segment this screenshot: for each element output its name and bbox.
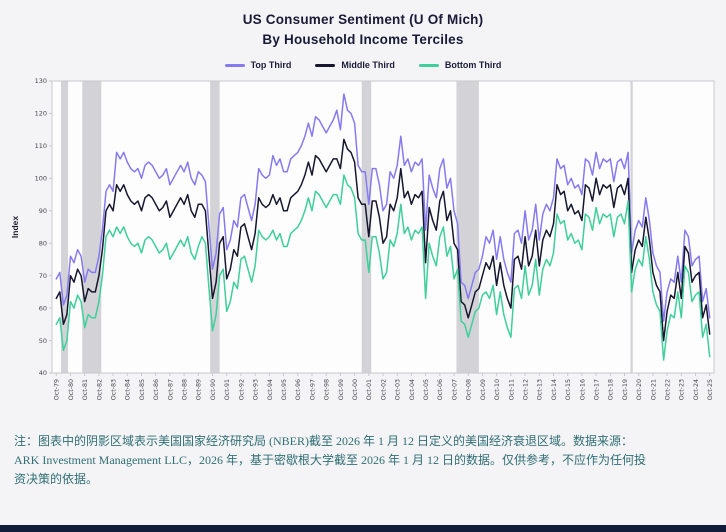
- svg-text:Oct-17: Oct-17: [593, 379, 600, 400]
- svg-text:Oct-89: Oct-89: [196, 379, 203, 400]
- svg-text:Oct-14: Oct-14: [551, 379, 558, 400]
- svg-text:Oct-07: Oct-07: [451, 379, 458, 400]
- svg-text:Oct-12: Oct-12: [522, 379, 529, 400]
- svg-text:Oct-23: Oct-23: [679, 379, 686, 400]
- legend-label-middle-third: Middle Third: [341, 60, 395, 70]
- legend-item-middle-third: Middle Third: [315, 60, 395, 70]
- svg-text:Oct-81: Oct-81: [82, 379, 89, 400]
- svg-text:120: 120: [35, 110, 47, 118]
- svg-text:Oct-98: Oct-98: [324, 379, 331, 400]
- svg-text:Oct-16: Oct-16: [579, 379, 586, 400]
- legend-label-bottom-third: Bottom Third: [444, 60, 502, 70]
- legend-swatch-middle-third-icon: [315, 63, 336, 67]
- svg-text:Oct-82: Oct-82: [96, 379, 103, 400]
- svg-text:Oct-92: Oct-92: [238, 379, 245, 400]
- svg-text:Oct-84: Oct-84: [125, 379, 132, 400]
- svg-text:Oct-20: Oct-20: [636, 379, 643, 400]
- svg-text:Oct-04: Oct-04: [409, 379, 416, 400]
- svg-text:130: 130: [35, 77, 47, 85]
- svg-text:Oct-99: Oct-99: [338, 379, 345, 400]
- svg-text:Oct-97: Oct-97: [309, 379, 316, 400]
- svg-text:Oct-91: Oct-91: [224, 379, 231, 400]
- svg-text:Oct-05: Oct-05: [423, 379, 430, 400]
- chart-legend: Top Third Middle Third Bottom Third: [0, 56, 726, 74]
- svg-text:90: 90: [39, 207, 47, 215]
- svg-text:Oct-09: Oct-09: [480, 379, 487, 400]
- svg-text:Oct-94: Oct-94: [267, 379, 274, 400]
- svg-text:Oct-90: Oct-90: [210, 379, 217, 400]
- svg-text:Oct-22: Oct-22: [665, 379, 672, 400]
- svg-text:Oct-21: Oct-21: [650, 379, 657, 400]
- svg-text:Oct-80: Oct-80: [68, 379, 75, 400]
- svg-text:Oct-18: Oct-18: [608, 379, 615, 400]
- footer-accent-bar: [0, 525, 726, 532]
- chart-title-line1: US Consumer Sentiment (U Of Mich): [242, 12, 484, 27]
- svg-text:Oct-86: Oct-86: [153, 379, 160, 400]
- svg-text:Oct-95: Oct-95: [281, 379, 288, 400]
- svg-text:60: 60: [39, 304, 47, 312]
- svg-text:100: 100: [35, 175, 47, 183]
- svg-text:Oct-83: Oct-83: [110, 379, 117, 400]
- svg-text:Oct-13: Oct-13: [537, 379, 544, 400]
- sentiment-line-chart: 40 50 60 70 80 90 100 110 120 130 Oct-79 Oct-80 Oct-…: [10, 77, 715, 400]
- svg-text:70: 70: [39, 272, 47, 280]
- svg-text:Oct-85: Oct-85: [139, 379, 146, 400]
- legend-item-bottom-third: Bottom Third: [418, 60, 502, 70]
- svg-text:Oct-11: Oct-11: [508, 379, 515, 400]
- svg-text:110: 110: [35, 142, 47, 150]
- chart-area: 40 50 60 70 80 90 100 110 120 130 Oct-79 Oct-80 Oct-…: [0, 76, 726, 428]
- svg-text:Oct-19: Oct-19: [622, 379, 629, 400]
- svg-text:Oct-00: Oct-00: [352, 379, 359, 400]
- legend-label-top-third: Top Third: [250, 60, 292, 70]
- svg-text:80: 80: [39, 239, 47, 247]
- svg-text:Oct-03: Oct-03: [395, 379, 402, 400]
- footnote-line-2: ARK Investment Management LLC，2026 年，基于密…: [14, 453, 646, 467]
- svg-text:Oct-06: Oct-06: [437, 379, 444, 400]
- svg-text:Oct-87: Oct-87: [167, 379, 174, 400]
- footnote-line-3: 资决策的依据。: [14, 472, 99, 486]
- svg-text:Oct-96: Oct-96: [295, 379, 302, 400]
- legend-swatch-bottom-third-icon: [418, 63, 439, 67]
- svg-text:Oct-02: Oct-02: [380, 379, 387, 400]
- svg-text:Oct-08: Oct-08: [466, 379, 473, 400]
- svg-text:50: 50: [39, 337, 47, 345]
- chart-title: US Consumer Sentiment (U Of Mich) By Hou…: [0, 0, 726, 50]
- svg-text:Oct-01: Oct-01: [366, 379, 373, 400]
- footnote: 注：图表中的阴影区域表示美国国家经济研究局 (NBER)截至 2026 年 1 …: [0, 432, 726, 489]
- chart-title-line2: By Household Income Terciles: [262, 32, 464, 47]
- svg-text:Oct-25: Oct-25: [707, 379, 714, 400]
- svg-text:Oct-79: Oct-79: [54, 379, 61, 400]
- svg-text:Oct-93: Oct-93: [253, 379, 260, 400]
- svg-text:Oct-88: Oct-88: [182, 379, 189, 400]
- svg-text:40: 40: [39, 369, 47, 377]
- svg-text:Oct-10: Oct-10: [494, 379, 501, 400]
- svg-text:Oct-24: Oct-24: [693, 379, 700, 400]
- footnote-line-1: 注：图表中的阴影区域表示美国国家经济研究局 (NBER)截至 2026 年 1 …: [14, 434, 633, 448]
- legend-item-top-third: Top Third: [224, 60, 292, 70]
- legend-swatch-top-third-icon: [224, 63, 245, 67]
- svg-text:Index: Index: [10, 216, 20, 238]
- svg-text:Oct-15: Oct-15: [565, 379, 572, 400]
